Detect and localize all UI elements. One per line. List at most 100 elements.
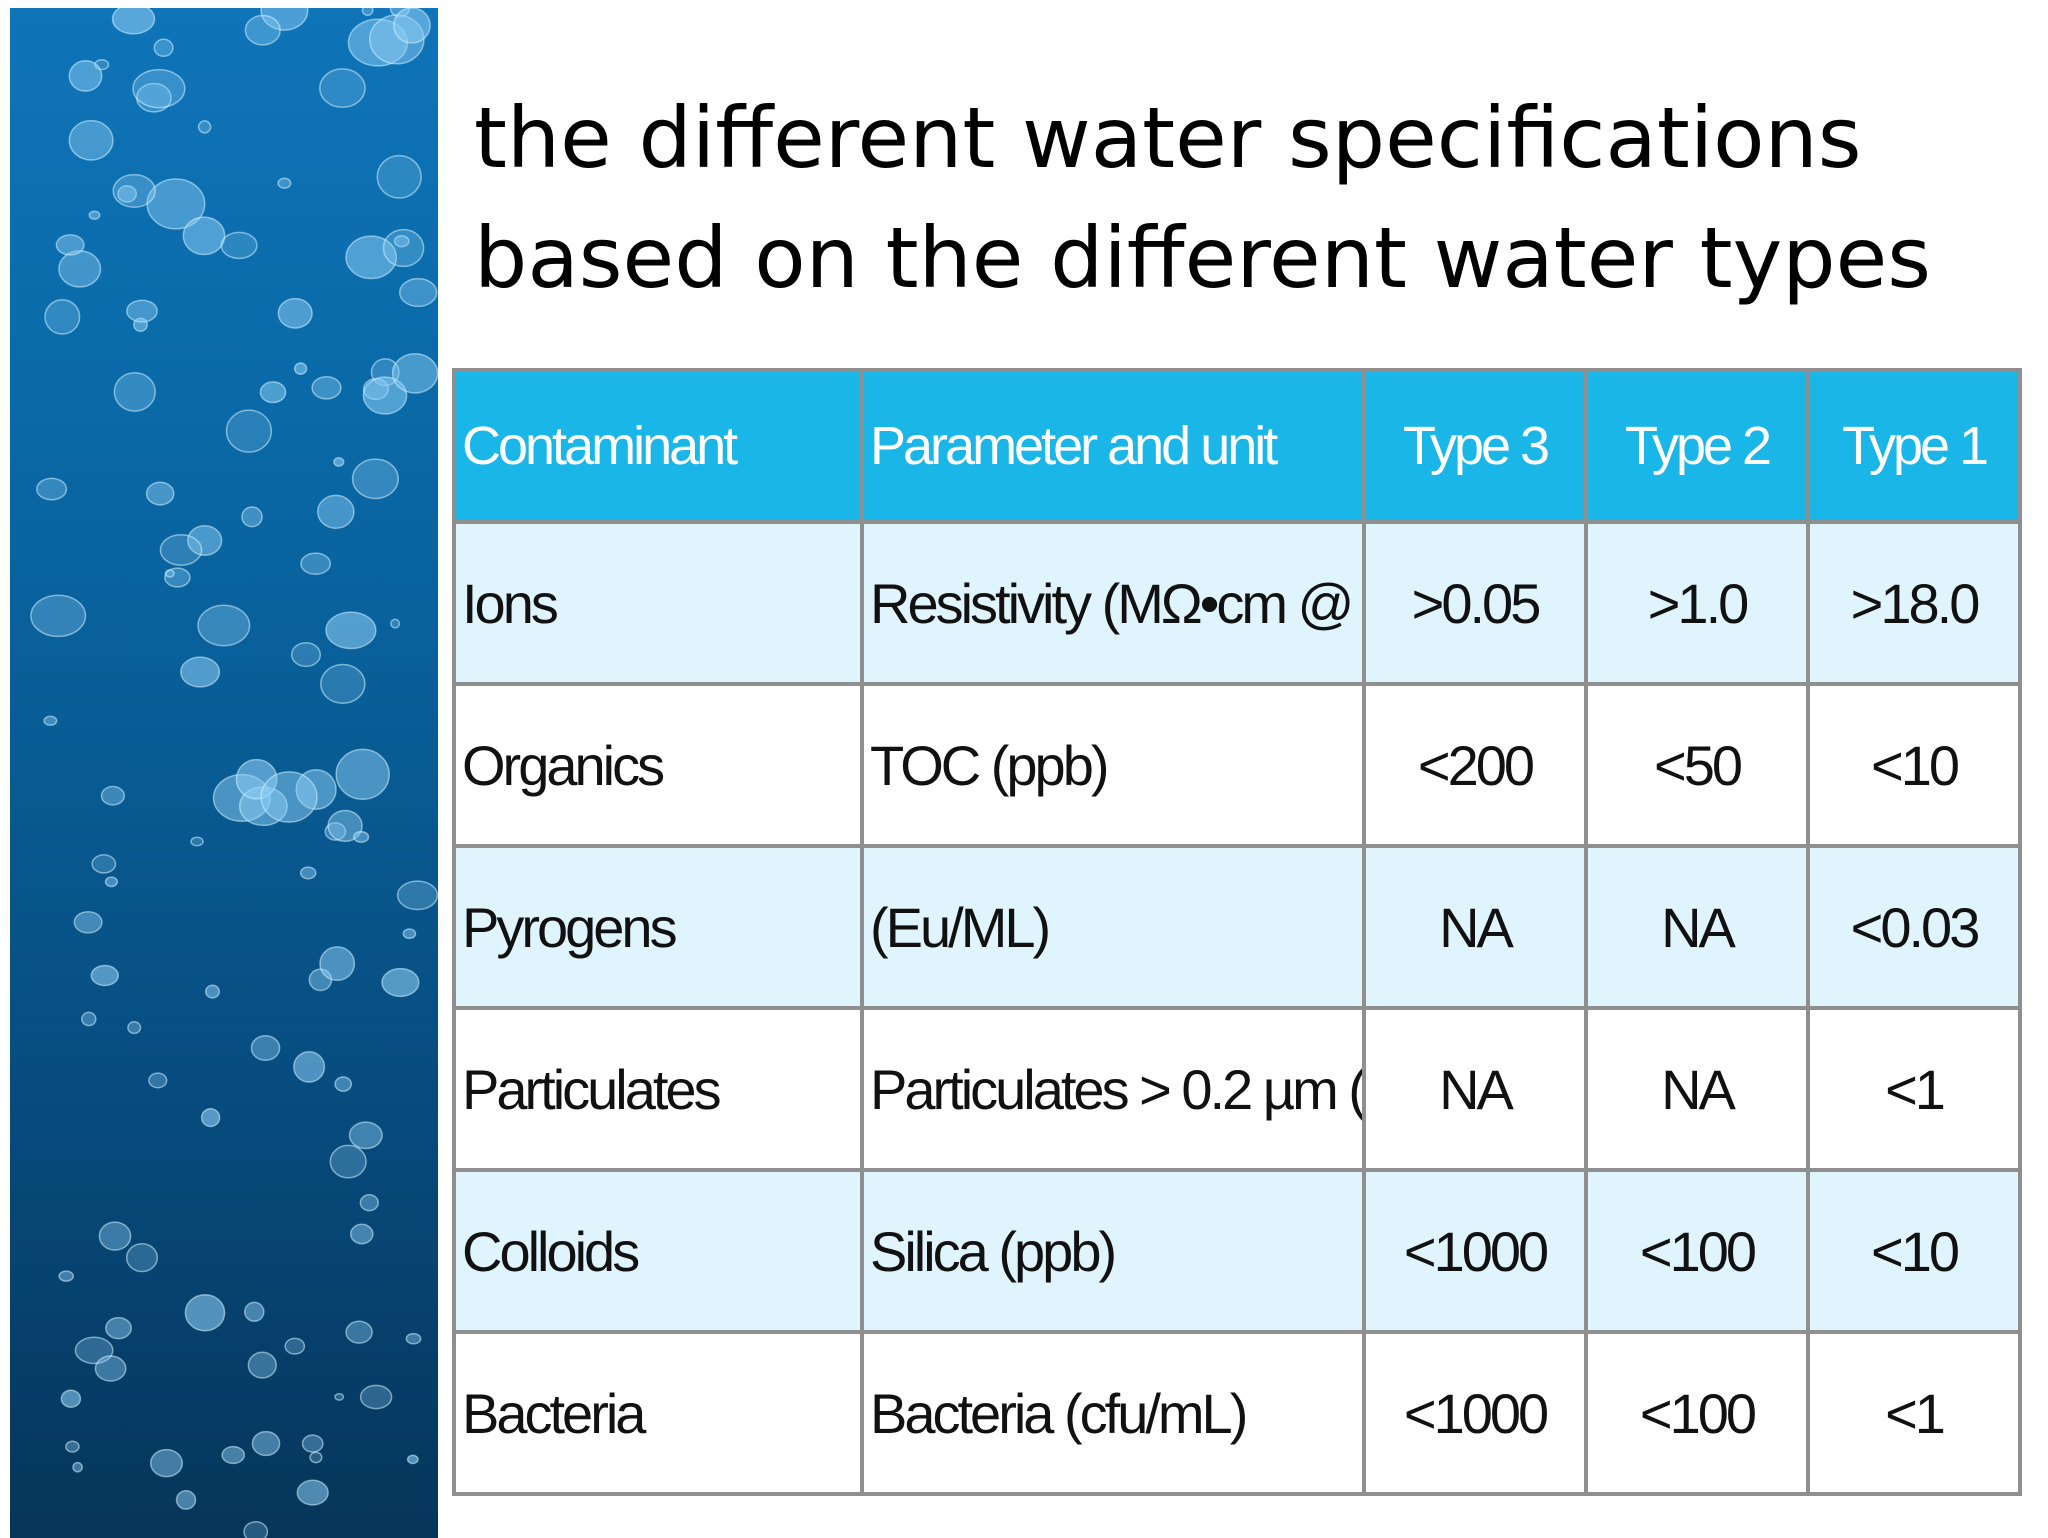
cell-type-1: <1 bbox=[1806, 1330, 2022, 1496]
bubble-icon bbox=[319, 946, 356, 982]
bubble-icon bbox=[175, 1489, 197, 1510]
bubble-icon bbox=[324, 822, 347, 841]
cell-parameter: Particulates > 0.2 µm (units/mL) bbox=[860, 1006, 1366, 1172]
bubble-icon bbox=[36, 477, 68, 501]
bubble-icon bbox=[204, 984, 221, 999]
bubble-icon bbox=[126, 299, 158, 323]
table-row: Organics TOC (ppb) <200 <50 <10 bbox=[452, 682, 2022, 848]
bubble-icon bbox=[30, 594, 87, 638]
bubble-icon bbox=[260, 771, 318, 823]
bubble-icon bbox=[98, 1221, 132, 1251]
cell-type-3: NA bbox=[1362, 1006, 1588, 1172]
cell-contaminant: Colloids bbox=[452, 1168, 864, 1334]
bubble-icon bbox=[277, 177, 292, 189]
table-row: Pyrogens (Eu/ML) NA NA <0.03 bbox=[452, 844, 2022, 1010]
bubble-icon bbox=[301, 1434, 324, 1453]
bubble-icon bbox=[90, 964, 120, 987]
cell-type-2: NA bbox=[1584, 844, 1810, 1010]
cell-type-2: <100 bbox=[1584, 1168, 1810, 1334]
cell-contaminant: Particulates bbox=[452, 1006, 864, 1172]
table-row: Particulates Particulates > 0.2 µm (unit… bbox=[452, 1006, 2022, 1172]
bubble-icon bbox=[164, 567, 191, 588]
cell-type-1: <0.03 bbox=[1806, 844, 2022, 1010]
bubble-icon bbox=[104, 876, 119, 888]
bubble-icon bbox=[293, 362, 308, 375]
bubble-icon bbox=[91, 854, 117, 874]
cell-type-3: >0.05 bbox=[1362, 520, 1588, 686]
cell-contaminant: Bacteria bbox=[452, 1330, 864, 1496]
bubbles-icon bbox=[30, 8, 438, 1538]
bubble-icon bbox=[127, 1021, 142, 1035]
bubble-icon bbox=[44, 299, 81, 335]
bubble-icon bbox=[277, 297, 313, 329]
bubble-icon bbox=[197, 604, 251, 647]
bubble-icon bbox=[325, 611, 377, 650]
table-row: Ions Resistivity (MΩ•cm @ 25°C) >0.05 >1… bbox=[452, 520, 2022, 686]
bubble-icon bbox=[55, 234, 85, 256]
bubble-icon bbox=[73, 910, 103, 934]
bubble-icon bbox=[405, 1332, 422, 1345]
cell-contaminant: Ions bbox=[452, 520, 864, 686]
bubble-icon bbox=[197, 120, 212, 134]
bubble-icon bbox=[149, 1448, 184, 1478]
bubble-icon bbox=[112, 173, 156, 208]
bubble-icon bbox=[225, 409, 273, 453]
cell-type-1: <10 bbox=[1806, 1168, 2022, 1334]
bubble-icon bbox=[333, 456, 345, 467]
cell-parameter: Resistivity (MΩ•cm @ 25°C) bbox=[860, 520, 1366, 686]
bubble-icon bbox=[200, 1107, 221, 1128]
bubble-icon bbox=[251, 1430, 281, 1457]
cell-type-3: <1000 bbox=[1362, 1168, 1588, 1334]
water-bubbles-image bbox=[10, 8, 438, 1538]
cell-type-2: NA bbox=[1584, 1006, 1810, 1172]
table-row: Colloids Silica (ppb) <1000 <100 <10 bbox=[452, 1168, 2022, 1334]
bubble-icon bbox=[316, 494, 355, 529]
bubble-icon bbox=[406, 1454, 419, 1465]
bubble-icon bbox=[220, 231, 258, 260]
bubble-icon bbox=[153, 38, 174, 58]
cell-parameter: Bacteria (cfu/mL) bbox=[860, 1330, 1366, 1496]
bubble-icon bbox=[361, 8, 374, 16]
bubble-icon bbox=[250, 1034, 281, 1062]
bubble-icon bbox=[247, 1351, 277, 1379]
header-type-3: Type 3 bbox=[1362, 368, 1588, 524]
bubble-icon bbox=[382, 228, 425, 268]
bubble-icon bbox=[345, 1320, 373, 1344]
bubble-icon bbox=[125, 1242, 159, 1273]
bubble-icon bbox=[293, 1050, 326, 1083]
bubble-icon bbox=[359, 1194, 379, 1212]
bubble-icon bbox=[164, 569, 175, 578]
bubble-icon bbox=[334, 1392, 345, 1401]
bubble-icon bbox=[81, 1011, 97, 1027]
header-contaminant: Contaminant bbox=[452, 368, 864, 524]
bubble-icon bbox=[351, 458, 399, 500]
bubble-icon bbox=[327, 809, 363, 843]
bubble-icon bbox=[259, 381, 287, 404]
cell-type-2: >1.0 bbox=[1584, 520, 1810, 686]
cell-type-1: <10 bbox=[1806, 682, 2022, 848]
bubble-icon bbox=[391, 352, 438, 394]
cell-type-1: >18.0 bbox=[1806, 520, 2022, 686]
bubble-icon bbox=[393, 234, 410, 248]
bubble-icon bbox=[132, 68, 186, 109]
cell-parameter: TOC (ppb) bbox=[860, 682, 1366, 848]
bubble-icon bbox=[187, 525, 223, 556]
cell-contaminant: Organics bbox=[452, 682, 864, 848]
bubble-icon bbox=[398, 277, 438, 308]
bubble-icon bbox=[290, 642, 322, 668]
bubble-icon bbox=[243, 1521, 269, 1538]
cell-contaminant: Pyrogens bbox=[452, 844, 864, 1010]
bubble-icon bbox=[100, 785, 126, 806]
bubble-icon bbox=[381, 967, 420, 998]
bubble-icon bbox=[180, 656, 221, 688]
bubble-icon bbox=[392, 8, 431, 44]
bubble-icon bbox=[329, 1144, 367, 1179]
bubble-icon bbox=[43, 715, 58, 727]
bubble-icon bbox=[362, 376, 408, 415]
header-type-1: Type 1 bbox=[1806, 368, 2022, 524]
bubble-icon bbox=[58, 1270, 75, 1282]
bubble-icon bbox=[184, 1293, 226, 1332]
bubble-icon bbox=[148, 1072, 168, 1089]
bubble-icon bbox=[111, 8, 156, 35]
cell-type-1: <1 bbox=[1806, 1006, 2022, 1172]
